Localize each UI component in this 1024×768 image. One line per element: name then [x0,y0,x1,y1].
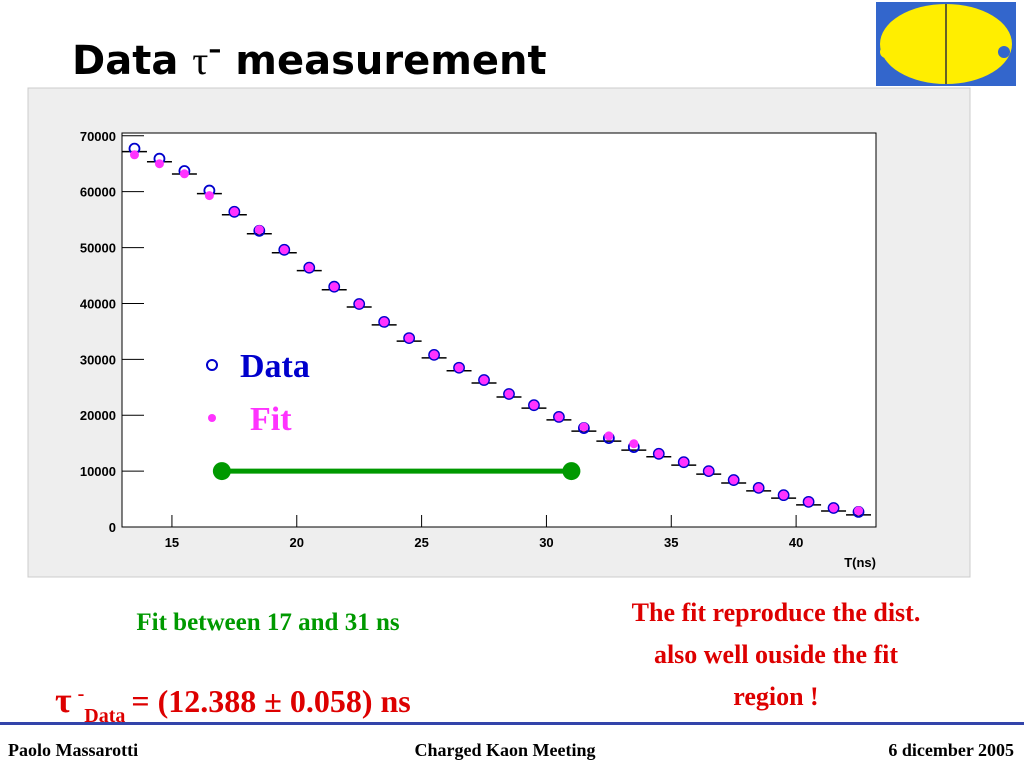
x-tick-label: 40 [789,535,803,550]
data-point [228,205,241,218]
fit-point [854,506,864,516]
y-tick-label: 70000 [80,129,116,144]
data-point [652,447,665,460]
x-tick-label: 30 [539,535,553,550]
fit-point [504,389,514,399]
x-axis-label: T(ns) [844,555,876,570]
footer-right: 6 dicember 2005 [888,740,1014,760]
fit-point [329,282,339,292]
y-tick-label: 20000 [80,408,116,423]
data-point [478,374,490,386]
fit-range-end [562,462,581,481]
data-point [503,388,515,400]
fit-point [729,475,739,485]
fit-point [154,159,164,169]
data-point [752,481,765,494]
data-point [328,280,341,293]
data-point [378,315,391,328]
footer-left: Paolo Massarotti [8,740,138,760]
result-symbol: τ [55,680,72,720]
fit-point [479,375,489,385]
fit-point [229,207,239,217]
result: τ -Data = (12.388 ± 0.058) ns [55,680,411,727]
y-tick-label: 0 [109,520,116,535]
data-point [802,495,815,508]
footer-rule [0,722,1024,725]
data-point [528,399,540,412]
data-point [827,502,840,514]
data-point [727,474,740,486]
data-point [677,456,690,469]
fit-point [204,191,214,201]
fit-point [554,412,564,422]
comment: The fit reproduce the dist. also well ou… [632,598,921,711]
y-tick-label: 50000 [80,241,116,256]
legend-label: Fit [250,401,292,438]
fit-point [379,317,389,327]
fit-point [354,299,364,309]
comment-line: region ! [733,682,818,711]
data-point [702,465,715,478]
fit-point [704,466,714,476]
result-sub: Data [84,705,125,727]
data-point [278,243,291,256]
chart: 0 10000 20000 30000 40000 50000 60000 70000 15 20… [80,129,876,570]
fit-note: Fit between 17 and 31 ns [136,609,399,636]
logo-dot [880,46,892,58]
title-symbol: τ [192,38,208,83]
title-rest: measurement [235,38,546,84]
fit-point [304,263,314,273]
footer: Paolo Massarotti Charged Kaon Meeting 6 … [8,740,1014,760]
data-point [553,411,565,423]
legend-marker [208,414,216,422]
fit-point [679,457,689,467]
y-tick-label: 60000 [80,185,116,200]
x-tick-label: 20 [290,535,304,550]
fit-point [529,400,539,410]
fit-point [404,333,414,343]
fit-range-end [212,462,231,481]
fit-point [829,503,839,513]
logo-dot [998,46,1010,58]
footer-center: Charged Kaon Meeting [415,740,596,760]
comment-line: also well ouside the fit [654,640,898,669]
x-tick-label: 35 [664,535,678,550]
logo [876,2,1016,86]
title-sup: – [208,35,221,65]
fit-point [654,449,664,459]
fit-point [429,350,439,360]
fit-point [129,150,139,160]
x-tick-label: 25 [414,535,428,550]
slide-title: Data τ– measurement [72,35,547,84]
fit-point [254,225,264,235]
legend-label: Data [240,348,310,385]
fit-point [279,245,289,255]
plot-area [121,132,877,528]
fit-point [629,439,639,449]
result-sup: - [78,683,85,705]
data-point [403,332,416,345]
fit-point [804,497,814,507]
data-point [303,261,316,274]
data-point [428,348,440,361]
legend-marker [206,359,218,371]
fit-point [779,490,789,500]
data-point [777,489,790,502]
y-tick-label: 40000 [80,296,116,311]
data-point [353,298,366,310]
y-tick-label: 30000 [80,352,116,367]
x-tick-label: 15 [165,535,179,550]
fit-point [604,431,614,441]
y-tick-label: 10000 [80,464,116,479]
comment-line: The fit reproduce the dist. [632,598,921,627]
fit-point [179,169,189,179]
fit-point [454,363,464,373]
fit-point [579,422,589,432]
fit-point [754,483,764,493]
title-text: Data [72,38,178,84]
data-point [453,361,465,374]
result-text: = (12.388 ± 0.058) ns [131,683,410,719]
